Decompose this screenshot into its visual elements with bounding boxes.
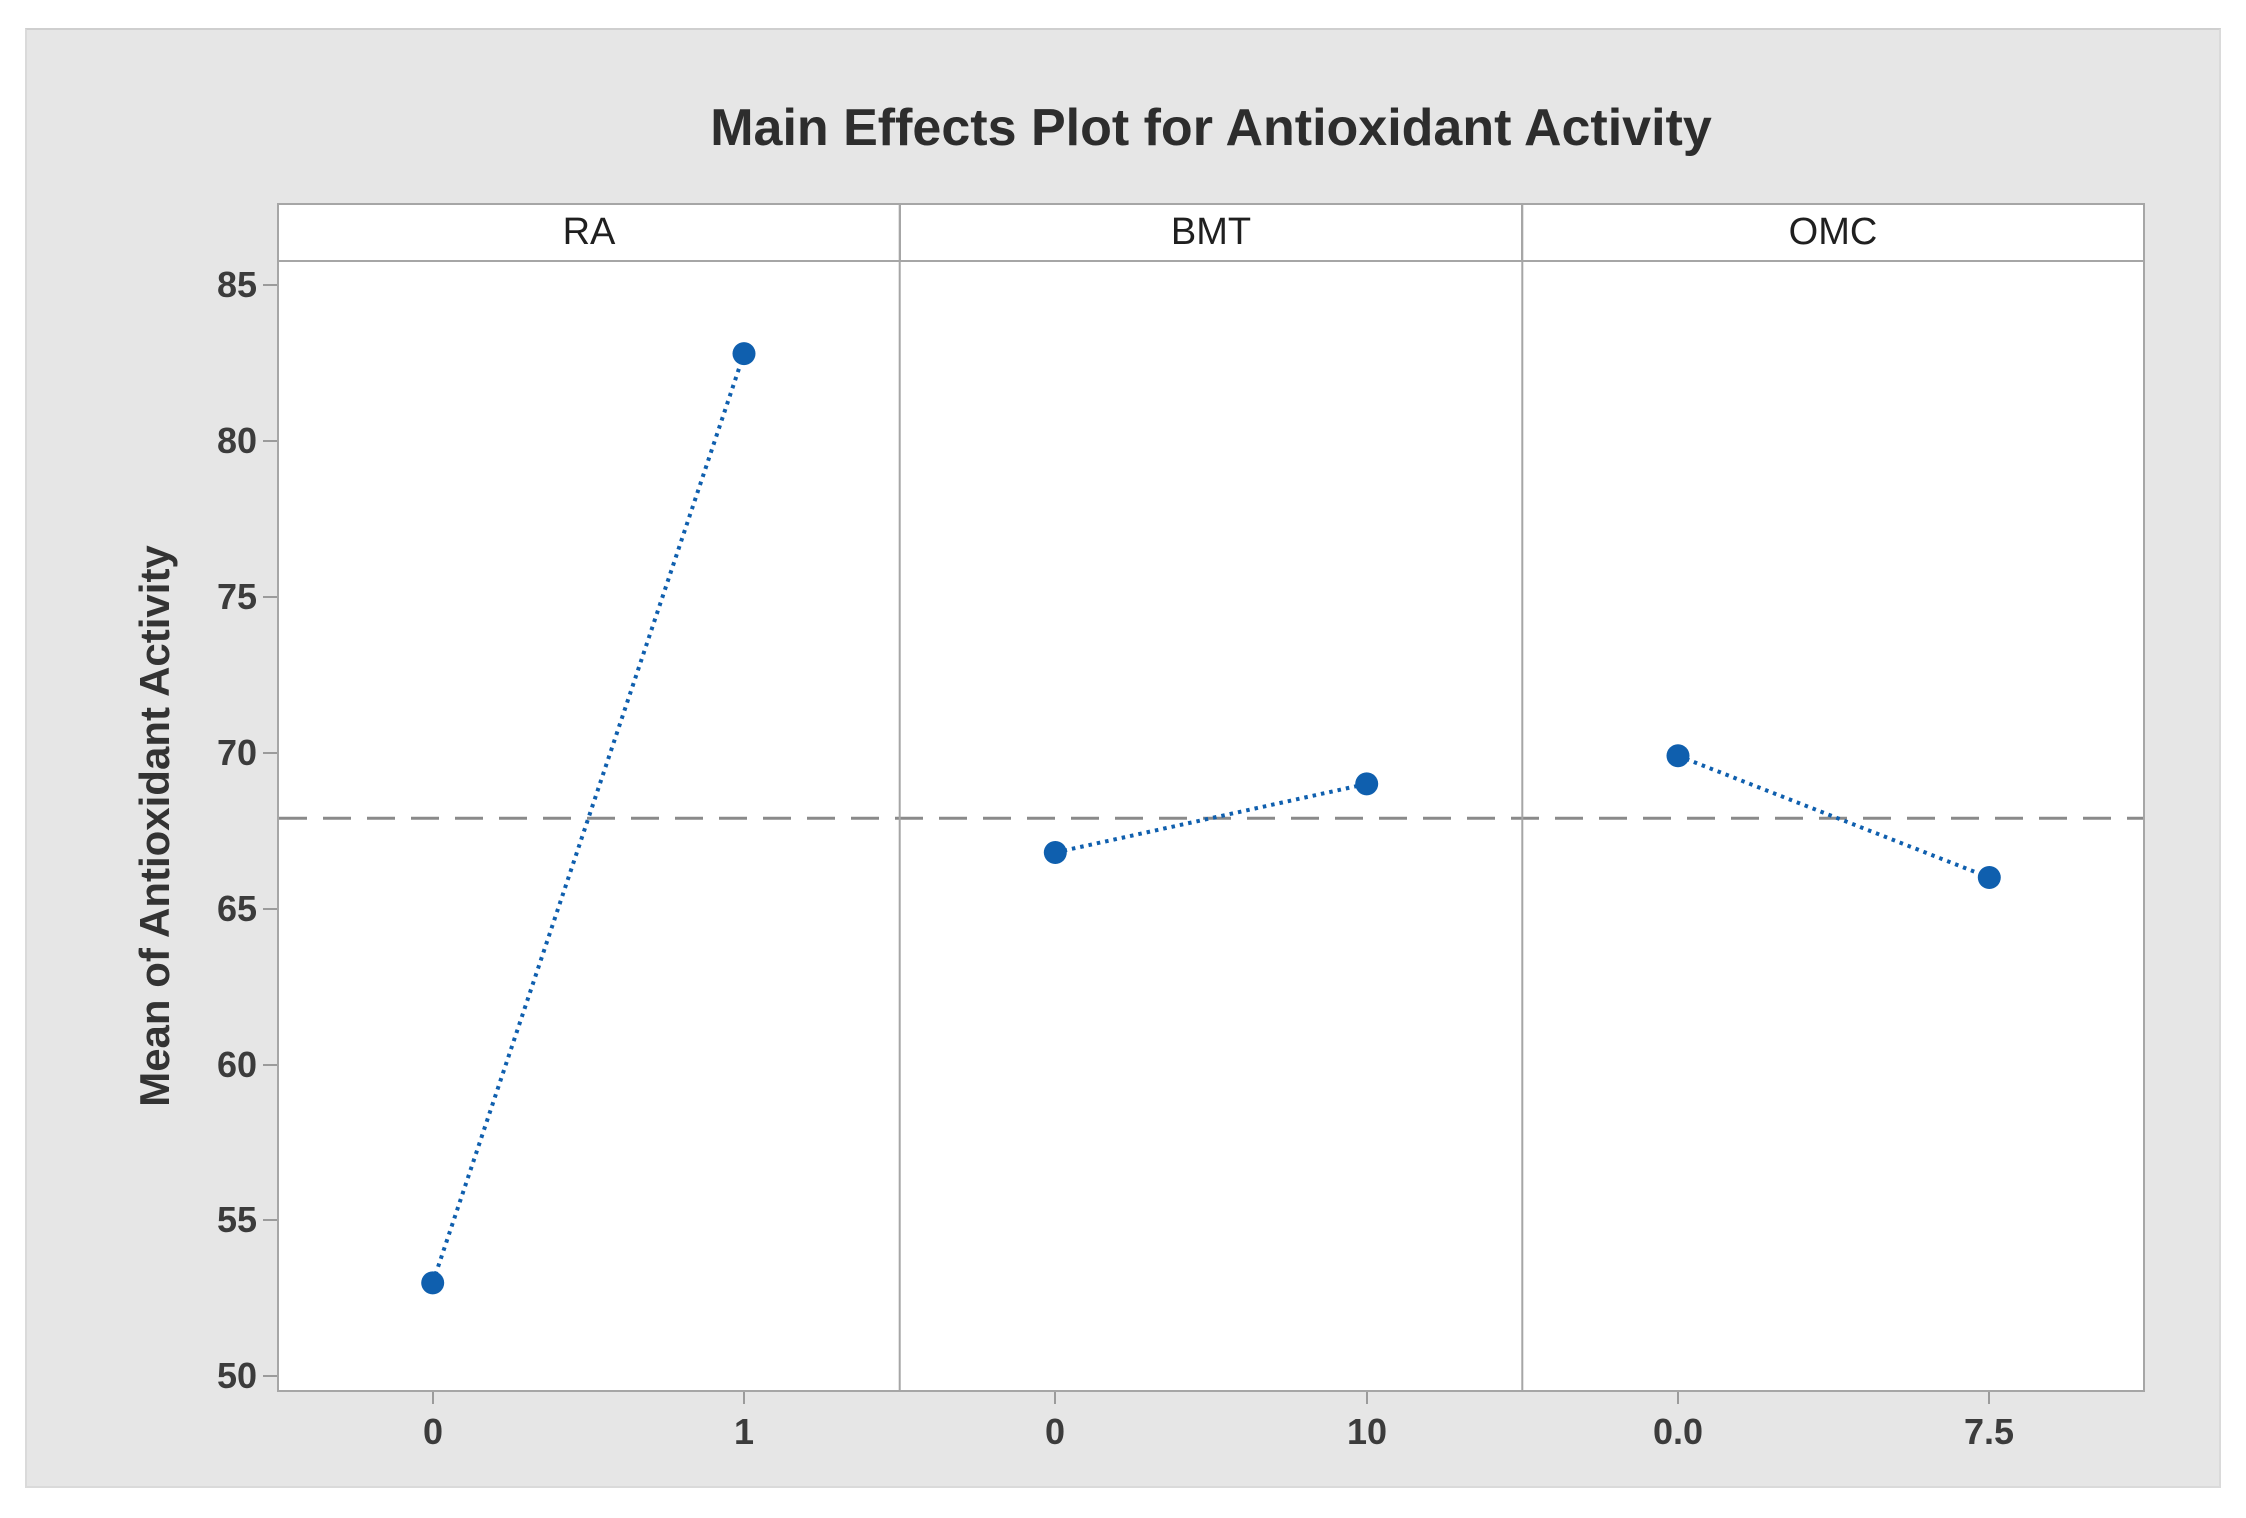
panel-header-ra: RA [279,205,901,260]
y-tick-label-50: 50 [216,1355,257,1396]
panel-header-omc: OMC [1788,211,1878,253]
y-tick-mark-55 [263,1219,277,1221]
x-tick-mark-bmt-0 [1054,1392,1056,1404]
y-tick-mark-60 [263,1064,277,1066]
x-tick-label-bmt-10: 10 [1346,1411,1388,1452]
x-tick-label-ra-1: 1 [733,1411,755,1452]
x-tick-mark-ra-0 [432,1392,434,1404]
x-tick-mark-ra-1 [743,1392,745,1404]
y-tick-mark-80 [263,440,277,442]
x-tick-mark-omc-7.5 [1988,1392,1990,1404]
x-tick-mark-omc-0.0 [1677,1392,1679,1404]
x-tick-label-omc-7.5: 7.5 [1963,1411,2015,1452]
y-tick-label-85: 85 [216,264,257,305]
y-tick-mark-65 [263,908,277,910]
y-tick-label-60: 60 [216,1044,257,1085]
y-tick-label-65: 65 [216,888,257,929]
y-tick-mark-75 [263,596,277,598]
x-tick-label-bmt-0: 0 [1044,1411,1066,1452]
y-tick-mark-85 [263,284,277,286]
x-tick-label-ra-0: 0 [422,1411,444,1452]
y-tick-label-75: 75 [216,576,257,617]
y-tick-label-55: 55 [216,1199,257,1240]
chart-title: Main Effects Plot for Antioxidant Activi… [710,99,1712,157]
panel-header-bmt: BMT [901,205,1523,260]
x-tick-mark-bmt-10 [1366,1392,1368,1404]
y-tick-mark-70 [263,752,277,754]
y-axis-title: Mean of Antioxidant Activity [131,545,178,1107]
y-tick-label-80: 80 [216,420,257,461]
x-tick-label-omc-0.0: 0.0 [1652,1411,1704,1452]
y-tick-mark-50 [263,1375,277,1377]
y-tick-label-70: 70 [216,732,257,773]
panel-header-row: RA BMT OMC [279,205,2143,262]
plot-frame: RA BMT OMC [277,203,2145,1392]
graph-canvas: Main Effects Plot for Antioxidant Activi… [25,28,2221,1488]
